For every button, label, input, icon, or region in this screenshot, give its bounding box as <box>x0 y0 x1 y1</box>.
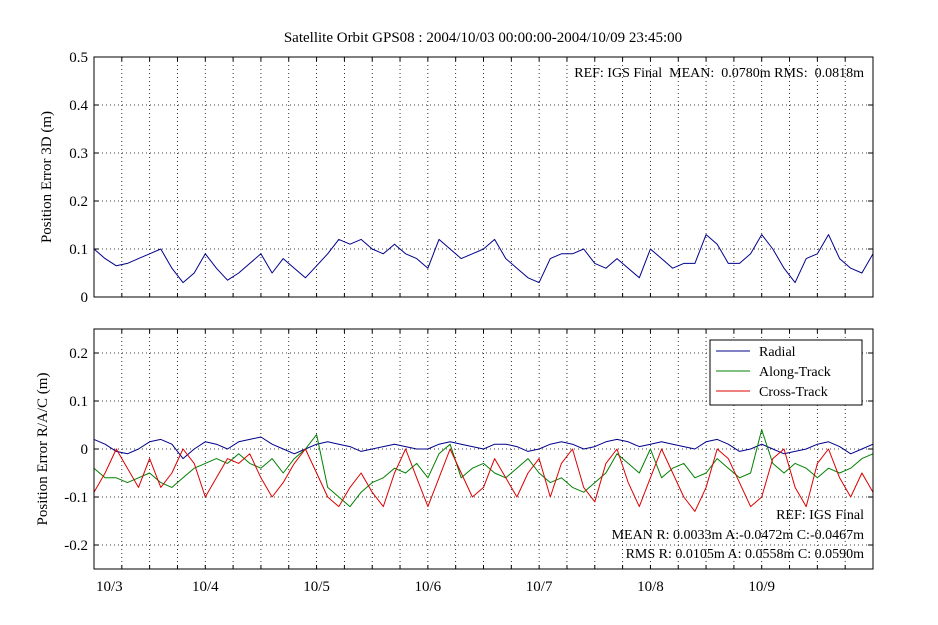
y-tick-label: 0 <box>81 442 89 458</box>
position-error-3d-panel: 0 0.1 0.2 0.3 0.4 0.5 REF: IGS Final MEAN: 0.… <box>39 50 874 306</box>
series-3d <box>93 234 874 284</box>
series-line-3d <box>93 234 874 284</box>
series-line-radial <box>93 436 874 460</box>
x-tick-label: 10/8 <box>637 579 664 595</box>
y-tick-label: 0.1 <box>69 242 88 258</box>
y-tick-label: 0.2 <box>69 194 88 210</box>
y-axis-label-rac: Position Error R/A/C (m) <box>35 373 51 526</box>
series-line-cross-track <box>93 448 874 512</box>
plot-frame-3d <box>93 56 874 298</box>
y-tick-label: 0 <box>81 290 89 306</box>
y-tick-label: -0.1 <box>64 490 88 506</box>
x-tick-label: 10/4 <box>192 579 219 595</box>
y-ticks-rac: -0.2 -0.1 0 0.1 0.2 <box>64 346 88 554</box>
x-tick-label: 10/9 <box>748 579 775 595</box>
annotation-rms: RMS R: 0.0105m A: 0.0558m C: 0.0590m <box>626 547 865 562</box>
annotation-mean: MEAN R: 0.0033m A:-0.0472m C:-0.0467m <box>612 528 865 543</box>
plot-frame-rac <box>93 328 874 570</box>
y-tick-label: 0.1 <box>69 394 88 410</box>
y-axis-label-3d: Position Error 3D (m) <box>39 111 55 243</box>
legend-label-radial: Radial <box>759 345 796 360</box>
legend: Radial Along-Track Cross-Track <box>709 339 863 406</box>
y-tick-label: 0.4 <box>69 98 88 114</box>
legend-label-along-track: Along-Track <box>759 365 831 380</box>
x-tick-label: 10/5 <box>303 579 330 595</box>
series-line-along-track <box>93 429 874 508</box>
position-error-rac-panel: -0.2 -0.1 0 0.1 0.2 10/3 10/4 10/5 10/6 10/7 10/8… <box>35 328 874 595</box>
y-tick-label: 0.3 <box>69 146 88 162</box>
chart-title: Satellite Orbit GPS08 : 2004/10/03 00:00… <box>284 30 682 46</box>
legend-label-cross-track: Cross-Track <box>759 385 828 400</box>
y-tick-label: -0.2 <box>64 538 88 554</box>
series-rac <box>93 429 874 512</box>
grid-3d <box>94 56 873 298</box>
x-ticks-rac: 10/3 10/4 10/5 10/6 10/7 10/8 10/9 <box>96 579 775 595</box>
y-ticks-3d: 0 0.1 0.2 0.3 0.4 0.5 <box>69 50 88 306</box>
x-tick-label: 10/6 <box>415 579 442 595</box>
y-tick-label: 0.5 <box>69 50 88 66</box>
x-tick-label: 10/3 <box>96 579 123 595</box>
annotation-ref: REF: IGS Final <box>776 508 864 523</box>
x-tick-label: 10/7 <box>526 579 553 595</box>
annotation-3d: REF: IGS Final MEAN: 0.0780m RMS: 0.0818… <box>574 66 864 81</box>
y-tick-label: 0.2 <box>69 346 88 362</box>
